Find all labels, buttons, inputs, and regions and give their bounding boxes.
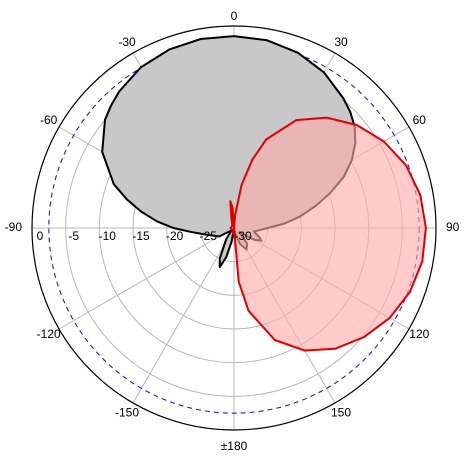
- series-2-point-15: [363, 336, 365, 338]
- series-2-point-25: [229, 227, 232, 229]
- series-1-point-43: [140, 66, 143, 68]
- series-2-point-8: [383, 140, 385, 143]
- series-1-point-31: [218, 235, 221, 238]
- series-1-point-41: [110, 104, 113, 107]
- series-2-point-11: [425, 227, 427, 229]
- radial-label-m25: -25: [200, 229, 218, 243]
- tick-labels: 0 30 60 90 120 150 ±180 -150 -120 -90 -60 -30 0 -5 -10…: [5, 9, 460, 453]
- series-1-point-34: [172, 227, 175, 229]
- series-1-point-0: [233, 35, 235, 37]
- series-2-point-20: [237, 280, 240, 283]
- angle-label-m90: -90: [5, 220, 23, 234]
- series-2-point-24: [230, 228, 233, 231]
- series-layer: [101, 35, 427, 352]
- series-1-point-1: [266, 39, 268, 42]
- series-2-point-29: [229, 200, 232, 203]
- angle-label-60: 60: [413, 113, 427, 127]
- angle-label-30: 30: [334, 35, 348, 49]
- angle-label-m30: -30: [118, 35, 136, 49]
- series-2-point-14: [388, 317, 391, 319]
- series-2-point-26: [230, 225, 233, 228]
- series-1-point-39: [101, 151, 104, 153]
- series-2-point-23: [231, 230, 234, 232]
- series-2-point-6: [325, 116, 328, 119]
- series-1-point-36: [140, 210, 143, 213]
- series-1-point-37: [125, 198, 128, 201]
- series-2-point-19: [247, 310, 250, 312]
- series-2-point-27: [231, 224, 234, 227]
- ring-0: [31, 25, 437, 431]
- angle-label-0: 0: [231, 9, 238, 23]
- series-1-point-44: [168, 48, 171, 51]
- angle-label-90: 90: [446, 220, 460, 234]
- series-1-point-45: [199, 38, 202, 40]
- series-1-point-4: [342, 97, 344, 99]
- series-1-point-27: [218, 266, 221, 269]
- series-2-point-10: [419, 194, 422, 197]
- series-1-point-29: [225, 238, 228, 240]
- series-2-point-28: [230, 217, 233, 220]
- radial-label-m5: -5: [68, 229, 79, 243]
- series-2-point-17: [303, 349, 306, 352]
- series-2-point-21: [233, 227, 235, 229]
- angle-label-150: 150: [331, 405, 351, 419]
- series-2-point-30: [231, 206, 234, 209]
- series-2-point-2: [240, 184, 243, 186]
- series-1-point-3: [323, 71, 325, 74]
- series-1-point-38: [112, 183, 115, 186]
- series-2-point-13: [409, 291, 411, 293]
- series-1-point-25: [230, 240, 233, 243]
- series-1-point-33: [189, 230, 192, 233]
- series-2-point-3: [251, 158, 254, 161]
- series-2-point-5: [295, 119, 298, 121]
- series-2-point-4: [265, 138, 268, 141]
- series-1-point-32: [207, 234, 209, 236]
- series-1-point-2: [296, 51, 299, 54]
- radial-label-m10: -10: [99, 229, 117, 243]
- radial-label-0: 0: [37, 229, 44, 243]
- angle-label-180: ±180: [221, 439, 248, 453]
- radial-label-m20: -20: [166, 229, 184, 243]
- series-2-point-12: [421, 260, 424, 263]
- series-2-point-16: [334, 347, 337, 350]
- angle-label-m60: -60: [40, 113, 58, 127]
- series-2-point-7: [355, 124, 358, 126]
- angle-label-m120: -120: [37, 327, 61, 341]
- angle-label-m150: -150: [115, 405, 139, 419]
- series-2-point-18: [273, 339, 276, 341]
- series-2-point-1: [234, 213, 237, 216]
- series-1-point-28: [218, 257, 221, 260]
- series-2-point-9: [405, 164, 407, 167]
- series-1-point-40: [104, 118, 106, 121]
- angle-label-120: 120: [409, 327, 429, 341]
- radial-label-m15: -15: [132, 229, 150, 243]
- series-1-point-42: [118, 90, 121, 93]
- series-1-point-5: [349, 110, 352, 113]
- series-1-point-26: [225, 256, 228, 259]
- radial-label-m30: -30: [234, 229, 252, 243]
- series-2-point-22: [232, 232, 235, 235]
- series-1-point-35: [156, 220, 158, 223]
